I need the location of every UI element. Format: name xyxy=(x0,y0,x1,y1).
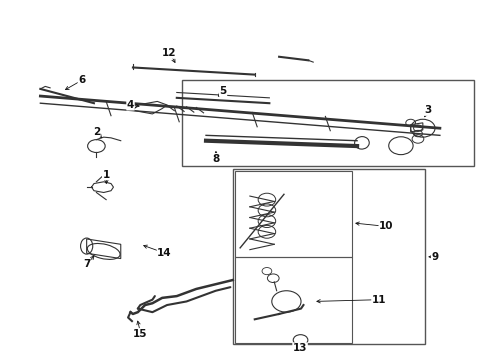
Text: 4: 4 xyxy=(127,100,134,110)
Text: 8: 8 xyxy=(212,154,220,163)
Text: 14: 14 xyxy=(157,248,172,258)
Text: 7: 7 xyxy=(83,259,90,269)
Text: 12: 12 xyxy=(162,48,177,58)
Text: 9: 9 xyxy=(432,252,439,262)
Text: 11: 11 xyxy=(372,295,386,305)
Text: 6: 6 xyxy=(78,75,85,85)
Text: 2: 2 xyxy=(93,127,100,137)
Text: 5: 5 xyxy=(220,86,227,96)
Text: 13: 13 xyxy=(293,343,307,353)
Text: 1: 1 xyxy=(102,170,110,180)
Text: 3: 3 xyxy=(424,105,431,115)
Text: 15: 15 xyxy=(133,329,147,339)
Text: 10: 10 xyxy=(379,221,393,231)
